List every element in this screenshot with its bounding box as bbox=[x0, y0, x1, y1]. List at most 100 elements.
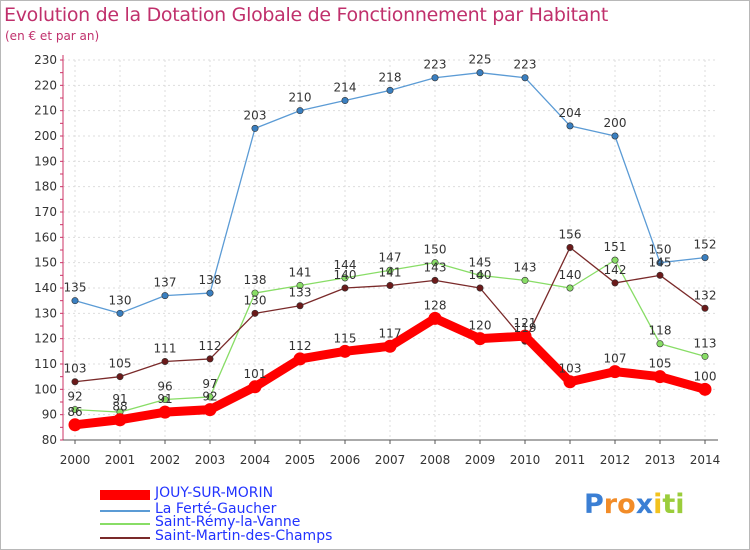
data-label-jouy-sur-morin: 100 bbox=[694, 369, 717, 383]
data-label-jouy-sur-morin: 120 bbox=[469, 319, 492, 333]
y-tick-label: 160 bbox=[34, 230, 57, 244]
data-label-saint-remy-la-vanne: 150 bbox=[424, 243, 447, 257]
data-label-saint-remy-la-vanne: 144 bbox=[334, 258, 357, 272]
data-label-la-ferte-gaucher: 223 bbox=[424, 58, 447, 72]
swatch-martin bbox=[100, 537, 150, 539]
data-point-jouy-sur-morin bbox=[203, 403, 217, 417]
legend-label: JOUY-SUR-MORIN bbox=[155, 485, 274, 501]
data-label-la-ferte-gaucher: 203 bbox=[244, 108, 267, 122]
data-label-saint-martin-des-champs: 141 bbox=[379, 265, 402, 279]
x-tick-label: 2012 bbox=[600, 453, 631, 467]
swatch-remy bbox=[100, 523, 150, 525]
x-tick-label: 2014 bbox=[690, 453, 721, 467]
data-label-la-ferte-gaucher: 137 bbox=[154, 276, 177, 290]
data-point-la-ferte-gaucher bbox=[476, 69, 484, 77]
data-point-saint-martin-des-champs bbox=[431, 276, 439, 284]
data-point-saint-martin-des-champs bbox=[296, 302, 304, 310]
data-label-jouy-sur-morin: 115 bbox=[334, 331, 357, 345]
y-tick-label: 140 bbox=[34, 281, 57, 295]
data-point-jouy-sur-morin bbox=[293, 352, 307, 366]
swatch-jouy bbox=[100, 490, 150, 500]
data-point-la-ferte-gaucher bbox=[251, 124, 259, 132]
data-point-jouy-sur-morin bbox=[608, 365, 622, 379]
data-point-la-ferte-gaucher bbox=[521, 74, 529, 82]
data-point-saint-martin-des-champs bbox=[701, 304, 709, 312]
x-tick-label: 2002 bbox=[150, 453, 181, 467]
data-label-la-ferte-gaucher: 218 bbox=[379, 70, 402, 84]
data-point-la-ferte-gaucher bbox=[296, 107, 304, 115]
data-label-saint-remy-la-vanne: 113 bbox=[694, 336, 717, 350]
data-point-jouy-sur-morin bbox=[473, 332, 487, 346]
data-label-saint-martin-des-champs: 133 bbox=[289, 286, 312, 300]
data-label-la-ferte-gaucher: 214 bbox=[334, 81, 357, 95]
x-tick-label: 2005 bbox=[285, 453, 316, 467]
data-point-la-ferte-gaucher bbox=[161, 292, 169, 300]
swatch-ferte bbox=[100, 510, 150, 512]
data-point-jouy-sur-morin bbox=[158, 405, 172, 419]
data-point-saint-remy-la-vanne bbox=[386, 266, 394, 274]
y-tick-label: 120 bbox=[34, 332, 57, 346]
y-tick-label: 210 bbox=[34, 104, 57, 118]
data-point-saint-remy-la-vanne bbox=[206, 393, 214, 401]
x-tick-label: 2001 bbox=[105, 453, 136, 467]
data-label-saint-remy-la-vanne: 145 bbox=[469, 255, 492, 269]
x-tick-label: 2011 bbox=[555, 453, 586, 467]
logo-letter: i bbox=[653, 489, 663, 520]
data-label-saint-remy-la-vanne: 96 bbox=[157, 379, 172, 393]
x-tick-label: 2007 bbox=[375, 453, 406, 467]
data-point-saint-remy-la-vanne bbox=[161, 395, 169, 403]
data-label-saint-remy-la-vanne: 143 bbox=[514, 260, 537, 274]
data-label-saint-martin-des-champs: 111 bbox=[154, 341, 177, 355]
proxiti-logo: Proxiti bbox=[584, 489, 685, 520]
x-tick-label: 2008 bbox=[420, 453, 451, 467]
data-label-jouy-sur-morin: 86 bbox=[67, 405, 82, 419]
data-point-jouy-sur-morin bbox=[428, 311, 442, 325]
data-label-la-ferte-gaucher: 130 bbox=[109, 293, 132, 307]
data-label-saint-martin-des-champs: 140 bbox=[469, 268, 492, 282]
x-tick-label: 2003 bbox=[195, 453, 226, 467]
data-label-saint-remy-la-vanne: 141 bbox=[289, 265, 312, 279]
data-point-la-ferte-gaucher bbox=[431, 74, 439, 82]
logo-letter: i bbox=[675, 489, 685, 520]
data-point-saint-martin-des-champs bbox=[656, 271, 664, 279]
data-point-saint-remy-la-vanne bbox=[656, 340, 664, 348]
data-point-saint-remy-la-vanne bbox=[476, 271, 484, 279]
x-tick-label: 2006 bbox=[330, 453, 361, 467]
data-label-saint-remy-la-vanne: 138 bbox=[244, 273, 267, 287]
data-point-saint-martin-des-champs bbox=[476, 284, 484, 292]
data-label-la-ferte-gaucher: 135 bbox=[64, 281, 87, 295]
data-label-jouy-sur-morin: 91 bbox=[157, 392, 172, 406]
data-point-saint-remy-la-vanne bbox=[431, 259, 439, 267]
data-point-jouy-sur-morin bbox=[338, 344, 352, 358]
legend-label: Saint-Martin-des-Champs bbox=[155, 528, 333, 544]
data-point-la-ferte-gaucher bbox=[566, 122, 574, 130]
data-point-la-ferte-gaucher bbox=[611, 132, 619, 140]
data-label-jouy-sur-morin: 107 bbox=[604, 352, 627, 366]
data-label-jouy-sur-morin: 103 bbox=[559, 362, 582, 376]
data-label-la-ferte-gaucher: 223 bbox=[514, 58, 537, 72]
data-point-saint-martin-des-champs bbox=[161, 357, 169, 365]
x-tick-label: 2004 bbox=[240, 453, 271, 467]
data-point-saint-martin-des-champs bbox=[206, 355, 214, 363]
data-label-saint-remy-la-vanne: 147 bbox=[379, 250, 402, 264]
chart-subtitle: (en € et par an) bbox=[5, 29, 100, 43]
data-label-jouy-sur-morin: 121 bbox=[514, 316, 537, 330]
legend-swatch bbox=[100, 490, 150, 500]
data-label-jouy-sur-morin: 117 bbox=[379, 326, 402, 340]
data-point-saint-remy-la-vanne bbox=[701, 352, 709, 360]
data-label-saint-martin-des-champs: 142 bbox=[604, 263, 627, 277]
y-tick-label: 110 bbox=[34, 357, 57, 371]
legend-swatch bbox=[100, 537, 150, 539]
data-point-jouy-sur-morin bbox=[653, 370, 667, 384]
data-label-saint-martin-des-champs: 143 bbox=[424, 260, 447, 274]
data-point-saint-martin-des-champs bbox=[251, 309, 259, 317]
data-label-saint-martin-des-champs: 132 bbox=[694, 288, 717, 302]
data-point-la-ferte-gaucher bbox=[341, 97, 349, 105]
y-tick-label: 100 bbox=[34, 382, 57, 396]
data-label-jouy-sur-morin: 105 bbox=[649, 357, 672, 371]
data-point-la-ferte-gaucher bbox=[701, 254, 709, 262]
legend-label: Saint-Rémy-la-Vanne bbox=[155, 514, 301, 530]
data-point-jouy-sur-morin bbox=[383, 339, 397, 353]
